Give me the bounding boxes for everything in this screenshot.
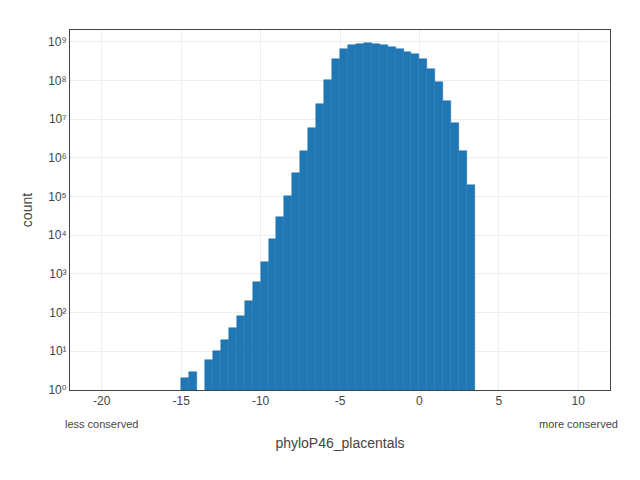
svg-text:phyloP46_placentals: phyloP46_placentals bbox=[275, 435, 404, 451]
svg-text:-10: -10 bbox=[252, 394, 270, 408]
svg-text:10¹: 10¹ bbox=[49, 344, 66, 358]
svg-text:5: 5 bbox=[495, 394, 502, 408]
svg-text:count: count bbox=[19, 193, 35, 227]
svg-text:10³: 10³ bbox=[49, 267, 66, 281]
svg-text:-20: -20 bbox=[93, 394, 111, 408]
svg-text:more conserved: more conserved bbox=[539, 418, 618, 430]
svg-text:10⁷: 10⁷ bbox=[49, 112, 67, 126]
svg-text:10⁴: 10⁴ bbox=[48, 228, 67, 242]
svg-text:10²: 10² bbox=[49, 306, 66, 320]
svg-text:10: 10 bbox=[572, 394, 586, 408]
svg-text:10⁸: 10⁸ bbox=[48, 74, 66, 88]
svg-text:10⁹: 10⁹ bbox=[48, 35, 67, 49]
svg-text:10⁰: 10⁰ bbox=[48, 383, 66, 397]
svg-text:10⁵: 10⁵ bbox=[48, 190, 66, 204]
svg-text:-5: -5 bbox=[335, 394, 346, 408]
svg-text:less conserved: less conserved bbox=[65, 418, 138, 430]
svg-text:10⁶: 10⁶ bbox=[48, 151, 66, 165]
svg-text:-15: -15 bbox=[173, 394, 191, 408]
svg-text:0: 0 bbox=[416, 394, 423, 408]
